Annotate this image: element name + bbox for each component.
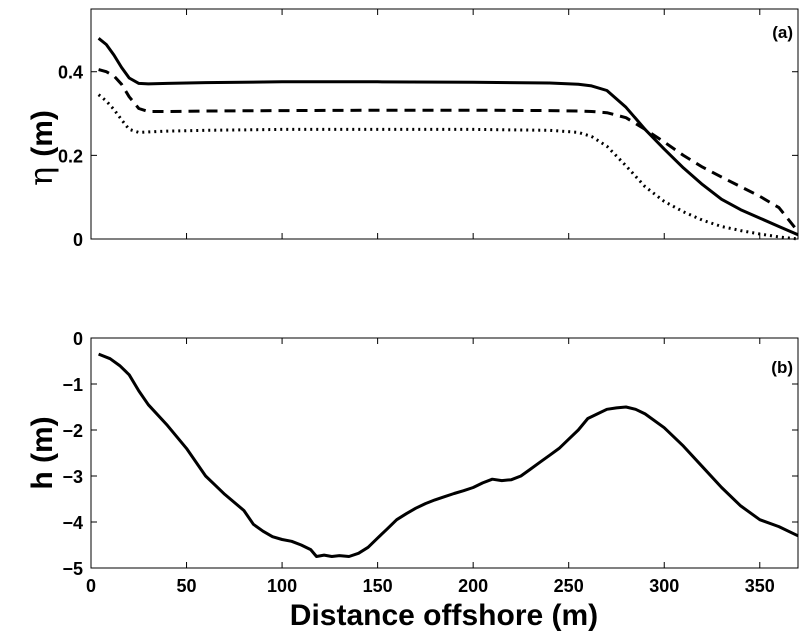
- x-tick-label: 150: [363, 576, 393, 596]
- y-tick-label: 0.4: [58, 63, 83, 83]
- panel-a-label: (a): [772, 23, 793, 42]
- y-tick-label: −3: [62, 467, 83, 487]
- y-tick-label: −4: [62, 513, 83, 533]
- y-tick-label: 0.2: [58, 146, 83, 166]
- eta-symbol: η: [22, 167, 60, 186]
- x-axis-label: Distance offshore (m): [290, 599, 598, 632]
- y-tick-label: −5: [62, 559, 83, 579]
- panel-b-ticks: 0 50 100 150 200 250 300 350 0 −1 −2 −3 −4 −5: [62, 329, 798, 596]
- panel-a-series: [97, 37, 799, 241]
- x-tick-label: 100: [267, 576, 297, 596]
- y-tick-label: 0: [73, 329, 83, 349]
- series-line-solid: [97, 37, 799, 237]
- panel-a-frame: [90, 8, 799, 240]
- panel-b-ylabel: h (m): [26, 416, 59, 489]
- x-tick-label: 0: [86, 576, 96, 596]
- series-line-dashed: [98, 68, 799, 233]
- panel-a-ylabel: η (m): [22, 110, 60, 186]
- x-tick-label: 250: [554, 576, 584, 596]
- x-tick-label: 50: [177, 576, 197, 596]
- y-tick-label: −2: [62, 421, 83, 441]
- x-tick-label: 350: [745, 576, 775, 596]
- panel-a-ticks: 0 0.2 0.4: [58, 9, 798, 250]
- panel-b-label: (b): [771, 358, 793, 377]
- panel-a-ylabel-unit: (m): [26, 110, 59, 157]
- panel-b-frame: [90, 337, 799, 569]
- panel-a: 0 0.2 0.4 (a) η (m): [22, 8, 799, 250]
- y-tick-label: 0: [73, 230, 83, 250]
- x-tick-label: 200: [458, 576, 488, 596]
- series-line-solid: [98, 352, 799, 558]
- svg-text:η(m): η (m): [22, 110, 60, 186]
- panel-b: 0 50 100 150 200 250 300 350 0 −1 −2 −3 −4 −5 (b) h (…: [26, 329, 799, 632]
- y-tick-label: −1: [62, 375, 83, 395]
- x-tick-label: 300: [649, 576, 679, 596]
- series-line-dotted: [97, 93, 799, 241]
- panel-b-series: [98, 352, 799, 558]
